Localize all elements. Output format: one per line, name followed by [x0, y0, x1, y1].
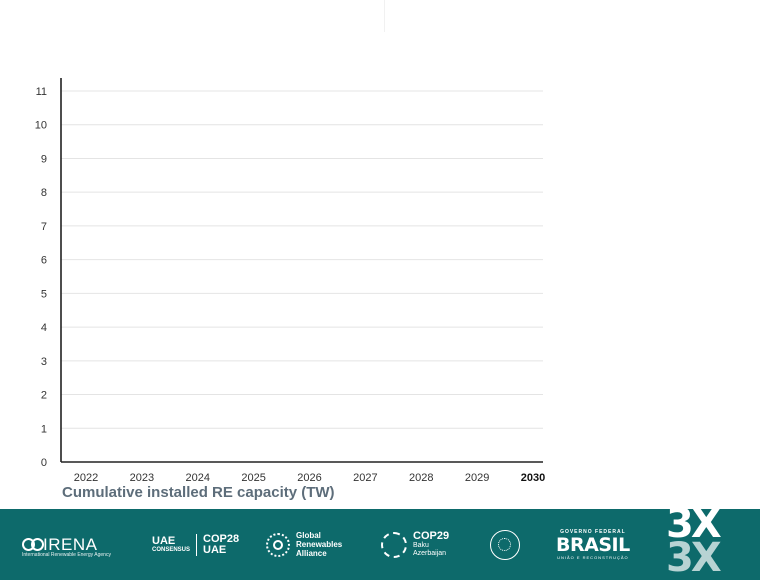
- seal-logo: [490, 509, 520, 580]
- x-tick-label-2023: 2023: [130, 472, 154, 484]
- cop29-text: COP29 Baku Azerbaijan: [413, 531, 449, 558]
- y-tick-label-6: 6: [41, 255, 47, 267]
- irena-logo: IRENA International Renewable Energy Age…: [22, 509, 111, 580]
- gra-text: Global Renewables Alliance: [296, 531, 342, 558]
- capacity-chart: 0 1 2 3 4 5 6 7 8 9 10 11 2022 2023 2024 2025 2026 2027 20…: [35, 78, 545, 484]
- x-tick-label-2028: 2028: [409, 472, 433, 484]
- cop29-logo: COP29 Baku Azerbaijan: [381, 509, 449, 580]
- y-tick-label-4: 4: [41, 322, 47, 334]
- x-axis-label: Cumulative installed RE capacity (TW): [62, 484, 335, 501]
- gra-circle-icon: [266, 532, 290, 557]
- 3x-mark-shadow: 3X: [666, 535, 722, 580]
- gra-line-1: Global: [296, 531, 321, 540]
- global-renewables-alliance-logo: Global Renewables Alliance: [266, 509, 342, 580]
- tripling-3x-logo: 3X 3X: [664, 509, 744, 580]
- x-tick-label-2025: 2025: [241, 472, 265, 484]
- cop29-title: COP29: [413, 530, 450, 542]
- y-tick-label-1: 1: [41, 423, 47, 435]
- uae-consensus-text: UAE CONSENSUS: [152, 534, 191, 554]
- brasil-slogan: UNIÃO E RECONSTRUÇÃO: [557, 555, 629, 560]
- x-tick-label-2027: 2027: [353, 472, 377, 484]
- x-tick-label-2022: 2022: [74, 472, 98, 484]
- brasil-wordmark: BRASIL: [556, 534, 630, 556]
- brasil-gov-line: GOVERNO FEDERAL: [560, 529, 626, 535]
- y-tick-label-3: 3: [41, 356, 47, 368]
- uae-separator: [196, 533, 198, 556]
- gra-line-2: Renewables: [296, 540, 343, 549]
- y-tick-label-10: 10: [35, 120, 47, 132]
- uae-consensus-logo: UAE CONSENSUS COP28 UAE: [152, 509, 239, 580]
- gra-line-3: Alliance: [296, 549, 327, 558]
- cop29-city: Baku: [413, 542, 429, 549]
- partner-logo-footer: IRENA International Renewable Energy Age…: [0, 509, 760, 580]
- y-tick-label-9: 9: [41, 153, 47, 165]
- cop28-uae-line: UAE: [203, 543, 227, 556]
- irena-wordmark: IRENA: [43, 534, 98, 554]
- cop28-line: COP28: [203, 532, 240, 545]
- cop28-text: COP28 UAE: [203, 532, 240, 556]
- top-strip: [0, 0, 760, 32]
- seal-icon: [490, 529, 520, 560]
- y-tick-label-5: 5: [41, 288, 47, 300]
- uae-line: UAE: [152, 534, 176, 547]
- cop29-flower-icon: [381, 531, 407, 558]
- x-tick-label-2026: 2026: [297, 472, 321, 484]
- irena-subtitle: International Renewable Energy Agency: [22, 552, 111, 558]
- y-tick-label-0: 0: [41, 457, 47, 469]
- irena-rings-icon: [22, 538, 44, 551]
- x-tick-label-2024: 2024: [186, 472, 210, 484]
- brasil-government-logo: GOVERNO FEDERAL BRASIL UNIÃO E RECONSTRU…: [556, 509, 630, 580]
- x-tick-label-2029: 2029: [465, 472, 489, 484]
- consensus-line: CONSENSUS: [152, 546, 191, 553]
- y-tick-label-7: 7: [41, 221, 47, 233]
- y-tick-label-11: 11: [36, 86, 47, 98]
- y-tick-label-8: 8: [41, 187, 47, 199]
- cop29-country: Azerbaijan: [413, 550, 447, 557]
- 3x-mark: 3X: [666, 509, 722, 547]
- y-tick-label-2: 2: [41, 390, 47, 402]
- top-strip-divider: [384, 0, 385, 32]
- x-tick-label-2030: 2030: [521, 472, 545, 484]
